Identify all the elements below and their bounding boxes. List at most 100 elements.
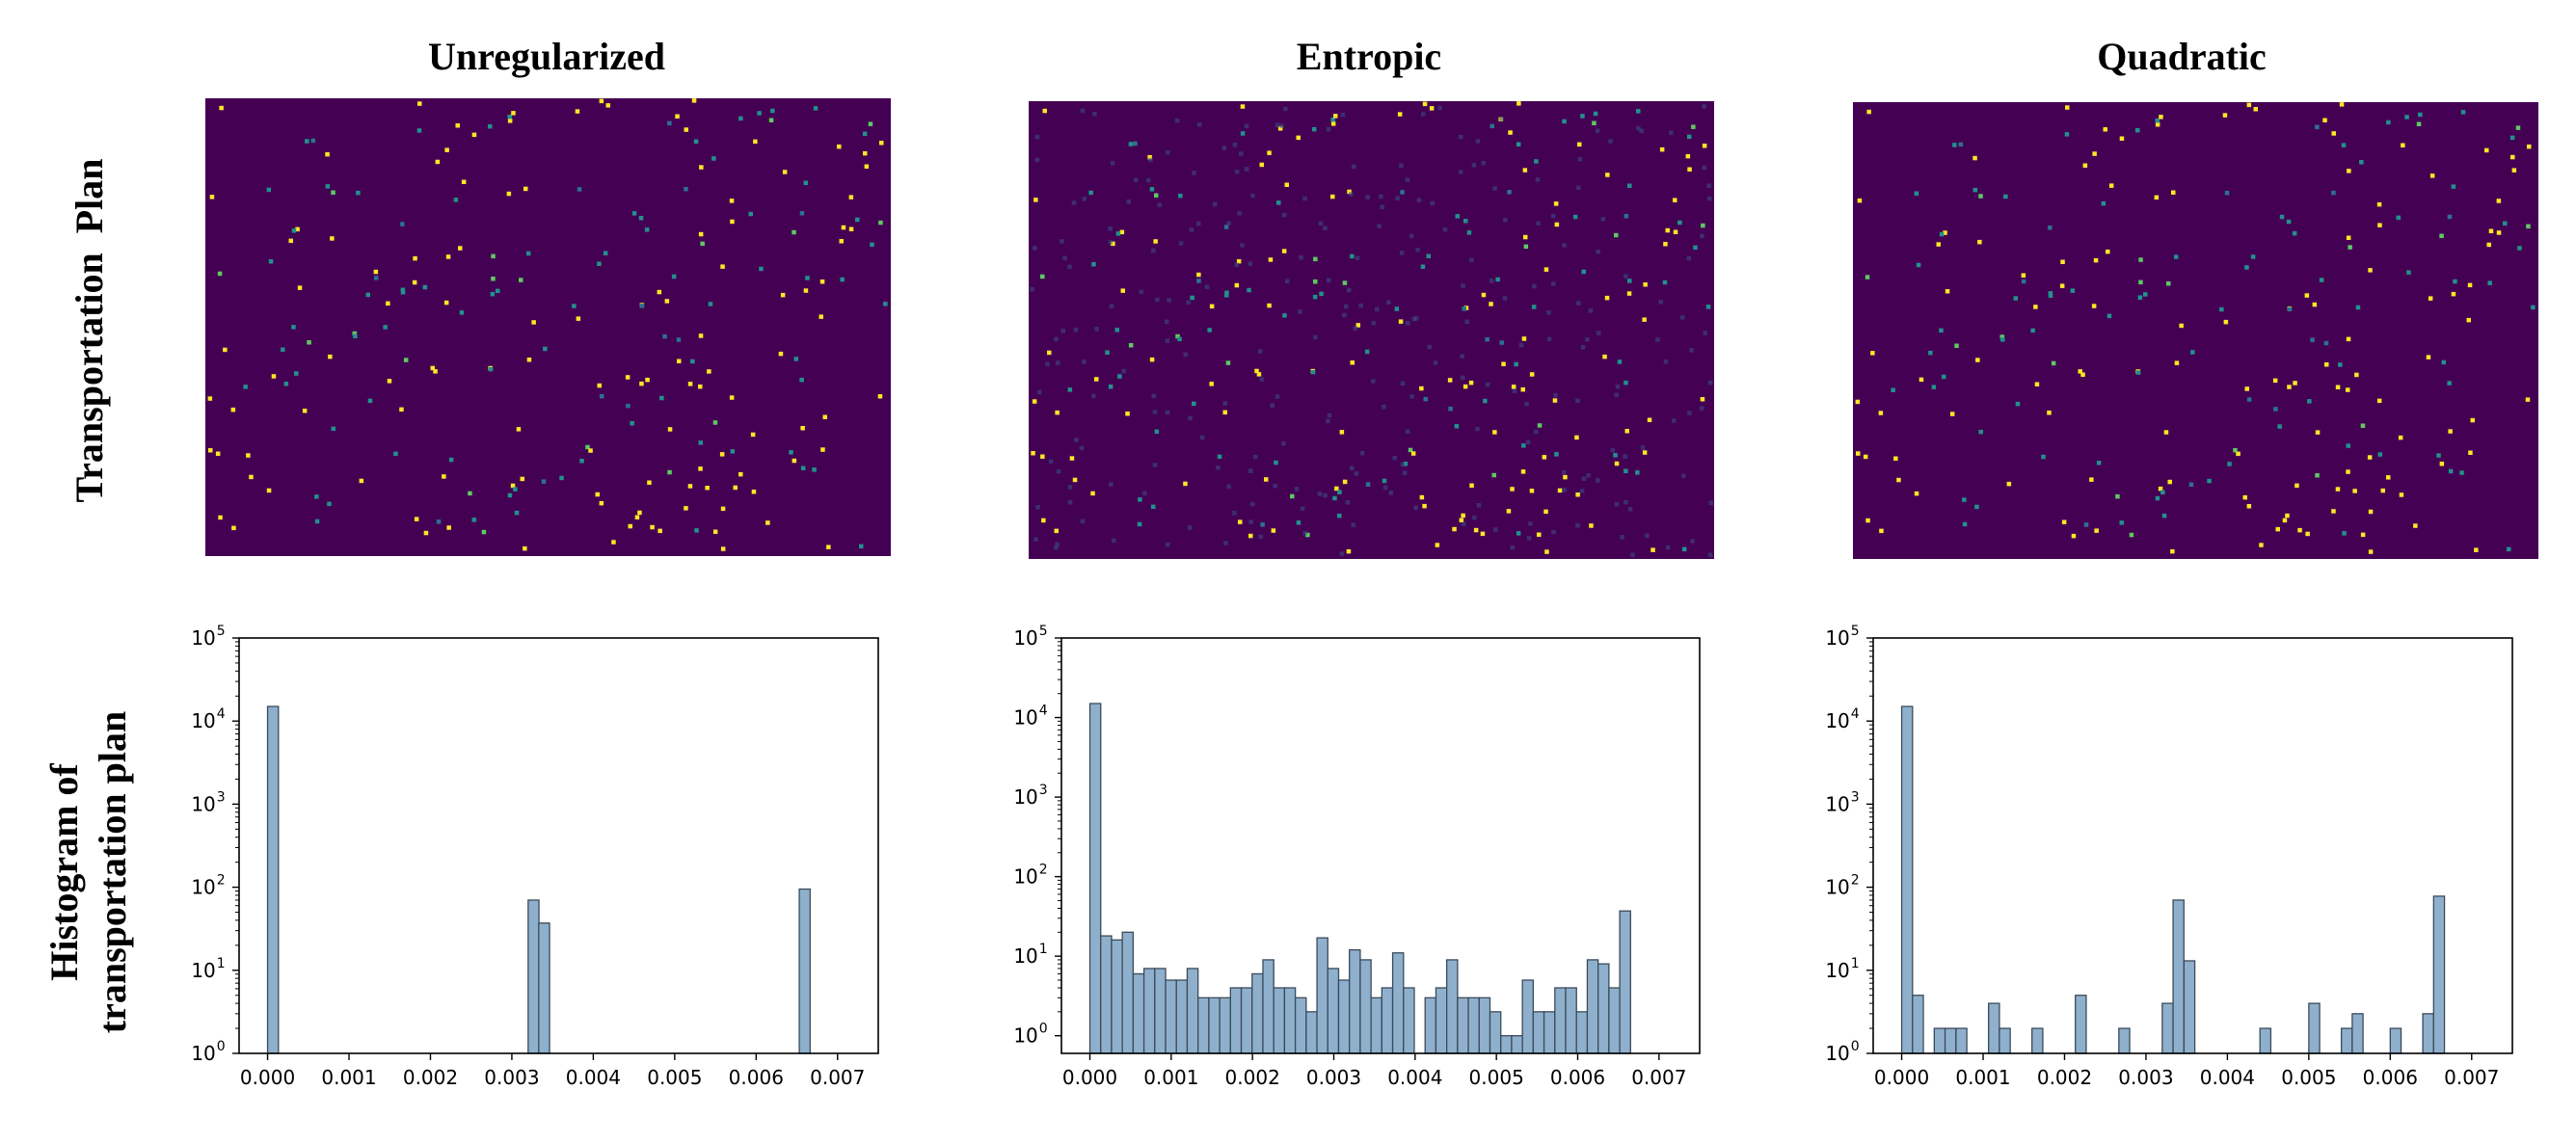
heatmap-cell [1394,306,1400,311]
heatmap-cell [599,500,604,506]
heatmap-cell [2060,259,2065,264]
heatmap-background [1029,101,1714,559]
heatmap-cell [2253,107,2258,112]
heatmap-cell [1863,454,1868,460]
heatmap-cell-faint [1283,106,1288,112]
heatmap-cell-faint [1300,506,1305,511]
heatmap-cell-faint [1079,445,1085,451]
heatmap-cell [667,120,672,126]
heatmap-cell-faint [1377,224,1382,228]
heatmap-cell-faint [1550,214,1556,219]
heatmap-cell [2119,136,2125,141]
heatmap-cell-faint [1371,320,1376,326]
y-tick-label: 103 [1013,783,1047,809]
heatmap-cell [699,165,704,170]
heatmap-cell [1274,460,1278,465]
heatmap-cell [2059,283,2065,288]
heatmap-cell-faint [1475,426,1480,432]
heatmap-cell [2160,490,2165,494]
heatmap-cell [1355,323,1360,328]
heatmap-cell-faint [1526,536,1532,541]
heatmap-cell [759,266,764,272]
heatmap-cell [2092,151,2097,156]
heatmap-cell [839,239,844,244]
heatmap-cell [1613,453,1618,458]
heatmap-cell-faint [1365,195,1370,199]
heatmap-cell-faint [1071,200,1077,205]
heatmap-cell [1643,282,1648,287]
heatmap-cell [2155,118,2160,123]
heatmap-cell [444,147,449,152]
heatmap-cell [826,545,831,549]
histogram-bar [1500,1035,1513,1054]
heatmap-cell [1154,193,1159,198]
heatmap-cell-faint [1702,165,1707,171]
heatmap-cell [2021,273,2026,278]
heatmap-cell [1954,343,1959,348]
heatmap-cell [1914,491,1919,496]
heatmap-cell [1461,513,1465,518]
heatmap-quadratic [1853,102,2538,559]
heatmap-cell-faint [1681,473,1686,478]
heatmap-cell [1663,242,1668,247]
histogram-bar [1337,979,1351,1054]
heatmap-cell [1891,387,1895,392]
heatmap-cell [496,288,500,294]
heatmap-cell [1665,227,1670,233]
heatmap-cell-faint [1323,226,1328,231]
heatmap-cell-faint [1585,336,1590,342]
heatmap-cell [1342,280,1348,285]
heatmap-cell [585,444,590,450]
heatmap-cell [2525,397,2531,402]
heatmap-cell [691,98,697,103]
heatmap-cell [1642,450,1648,455]
heatmap-cell [698,333,704,338]
row-title-hist-line1: Histogram of [42,763,86,981]
heatmap-cell [416,128,422,133]
heatmap-cell [2071,533,2077,539]
heatmap-cell [2065,105,2070,110]
heatmap-cell [2488,228,2494,233]
heatmap-cell [2331,509,2336,514]
heatmap-cell [848,195,854,199]
heatmap-cell [2246,504,2252,509]
x-tick-label: 0.002 [2037,1066,2092,1089]
heatmap-cell [2080,372,2085,377]
heatmap-cell-faint [1030,286,1034,292]
heatmap-cell [353,333,358,339]
histogram-bar [1467,997,1480,1054]
heatmap-cell [2436,453,2441,458]
heatmap-cell [2346,443,2350,448]
heatmap-cell [2244,265,2249,270]
heatmap-cell-faint [1188,525,1193,530]
heatmap-cell [1626,291,1632,296]
heatmap-cell [1563,474,1568,480]
heatmap-cell [2346,235,2351,240]
heatmap-cell [2021,279,2026,284]
heatmap-cell-faint [1525,439,1531,445]
heatmap-cell-faint [1353,326,1357,331]
heatmap-cell [1330,194,1335,199]
heatmap-cell [700,241,705,247]
heatmap-cell [1240,131,1246,136]
heatmap-cell-faint [1302,531,1307,536]
heatmap-cell-faint [1109,304,1114,308]
heatmap-cell-faint [1345,500,1351,505]
heatmap-cell [1673,229,1678,234]
heatmap-cell [2222,113,2228,118]
heatmap-cell-faint [1067,264,1072,270]
histogram-bar [1988,1002,2000,1054]
heatmap-cell-faint [1476,503,1482,508]
y-tick-label: 102 [1825,873,1859,899]
heatmap-cell [577,187,582,192]
heatmap-cell-faint [1561,470,1567,475]
heatmap-cell [1553,201,1559,206]
heatmap-cell [1069,456,1075,461]
heatmap-cell [1264,477,1269,482]
heatmap-cell-faint [1708,380,1713,385]
heatmap-cell [2064,132,2070,137]
heatmap-cell [2323,340,2329,346]
heatmap-cell-faint [1318,221,1324,226]
x-tick-label: 0.003 [484,1066,539,1089]
heatmap-cell-faint [1588,308,1594,313]
